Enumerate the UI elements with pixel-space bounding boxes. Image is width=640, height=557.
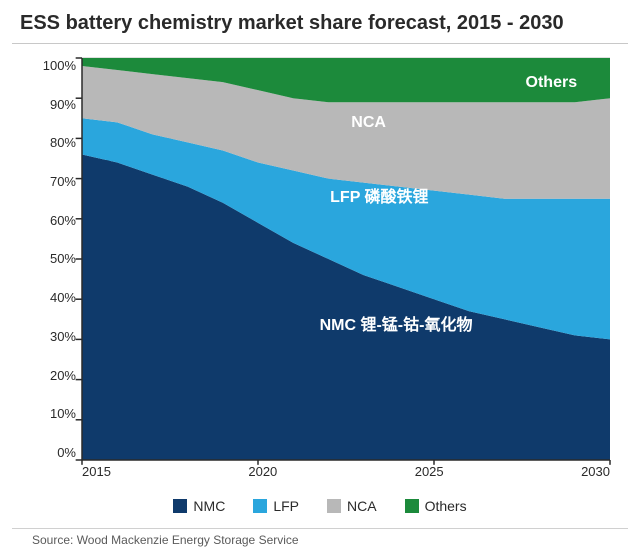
- legend-item-nmc: NMC: [173, 498, 225, 514]
- legend-label: Others: [425, 498, 467, 514]
- legend-item-nca: NCA: [327, 498, 377, 514]
- legend-item-lfp: LFP: [253, 498, 299, 514]
- x-tick-label: 2025: [415, 464, 444, 488]
- y-tick-label: 0%: [57, 445, 76, 460]
- y-tick-label: 80%: [50, 135, 76, 150]
- legend-swatch-icon: [253, 499, 267, 513]
- x-ticks: 2015 2020 2025 2030: [82, 460, 610, 488]
- legend-label: LFP: [273, 498, 299, 514]
- x-tick-label: 2030: [581, 464, 610, 488]
- legend-swatch-icon: [405, 499, 419, 513]
- y-tick-label: 50%: [50, 251, 76, 266]
- y-ticks: 100% 90% 80% 70% 60% 50% 40% 30% 20% 10% 0%: [32, 58, 82, 488]
- title-divider: [12, 43, 628, 44]
- plot-area: OthersNCALFP 磷酸铁锂NMC 锂-锰-钴-氧化物: [82, 58, 610, 460]
- y-tick-label: 60%: [50, 213, 76, 228]
- x-tick-label: 2020: [248, 464, 277, 488]
- y-tick-label: 100%: [43, 58, 76, 73]
- source-text: Source: Wood Mackenzie Energy Storage Se…: [12, 528, 628, 557]
- y-tick-label: 40%: [50, 290, 76, 305]
- y-tick-label: 10%: [50, 406, 76, 421]
- legend-swatch-icon: [327, 499, 341, 513]
- y-tick-label: 30%: [50, 329, 76, 344]
- legend-label: NMC: [193, 498, 225, 514]
- x-tick-label: 2015: [82, 464, 111, 488]
- legend-item-others: Others: [405, 498, 467, 514]
- y-tick-label: 20%: [50, 368, 76, 383]
- legend-label: NCA: [347, 498, 377, 514]
- legend-swatch-icon: [173, 499, 187, 513]
- chart-title: ESS battery chemistry market share forec…: [0, 0, 640, 43]
- y-tick-label: 70%: [50, 174, 76, 189]
- legend: NMC LFP NCA Others: [0, 488, 640, 528]
- y-tick-label: 90%: [50, 97, 76, 112]
